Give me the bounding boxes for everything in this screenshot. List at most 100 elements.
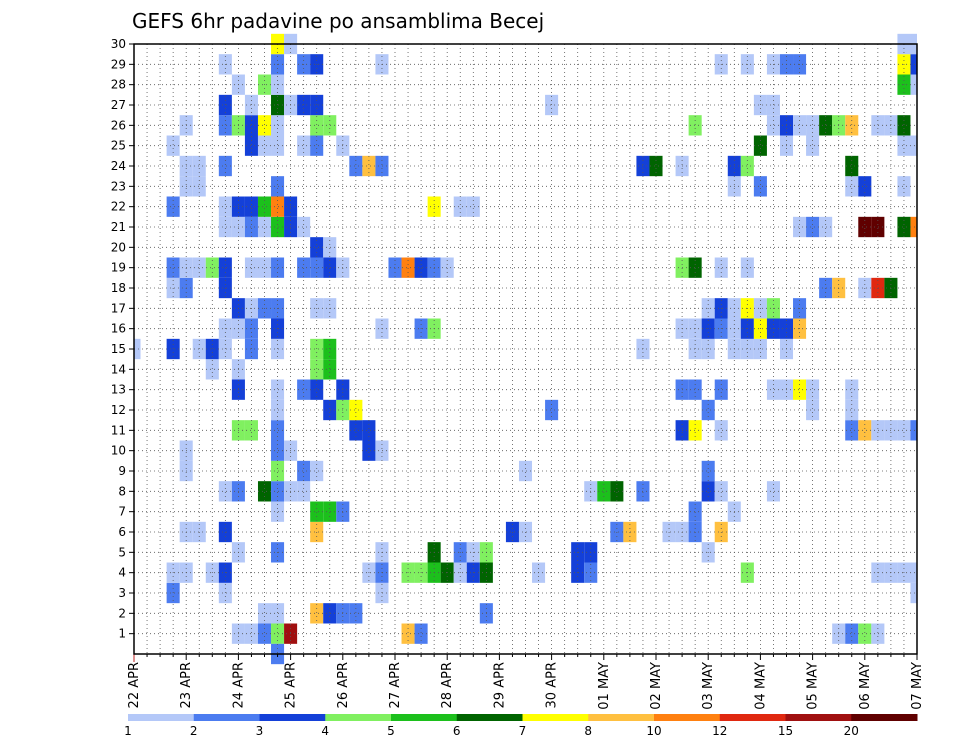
colorbar-label: 20 xyxy=(844,724,859,738)
heat-cell xyxy=(134,338,141,360)
y-tick-label: 30 xyxy=(111,37,126,51)
heat-cell xyxy=(257,196,272,217)
heat-cell xyxy=(714,481,728,502)
heat-cell xyxy=(688,257,702,278)
heat-cell xyxy=(845,623,859,644)
heat-cell xyxy=(244,196,258,217)
heat-cell xyxy=(297,135,311,156)
colorbar-label: 1 xyxy=(124,724,132,738)
heat-cell xyxy=(845,155,859,177)
colorbar-label: 15 xyxy=(778,724,793,738)
heat-cell xyxy=(910,582,917,604)
heat-cell xyxy=(349,155,363,177)
heat-cell xyxy=(910,135,917,156)
y-tick-label: 12 xyxy=(111,403,126,417)
heat-cell xyxy=(845,115,859,136)
heat-cell xyxy=(858,216,872,238)
y-tick-label: 17 xyxy=(111,301,126,315)
colorbar-label: 2 xyxy=(190,724,198,738)
heat-cell xyxy=(166,257,180,278)
heat-cell xyxy=(806,115,820,136)
colorbar-swatch xyxy=(851,714,918,721)
colorbar-swatch xyxy=(193,714,260,721)
heat-cell xyxy=(871,115,885,136)
heat-cell xyxy=(297,379,311,400)
x-tick-label: 26 APR xyxy=(336,662,351,708)
heat-cell xyxy=(806,399,820,421)
y-tick-label: 29 xyxy=(111,57,126,71)
heat-cell xyxy=(244,623,258,644)
y-tick-label: 2 xyxy=(118,606,126,620)
heat-cell xyxy=(257,216,272,238)
heat-cell xyxy=(845,399,859,421)
heat-cell xyxy=(323,603,337,624)
heat-cell xyxy=(610,481,624,502)
heat-cell xyxy=(323,237,337,258)
heat-cell xyxy=(244,115,258,136)
colorbar-swatch xyxy=(522,714,589,721)
heat-cell xyxy=(271,196,285,217)
heat-cell xyxy=(218,257,232,278)
y-tick-label: 8 xyxy=(118,484,126,498)
heat-cell xyxy=(310,115,324,136)
heat-cell xyxy=(701,460,715,482)
x-axis: 22 APR 23 APR 24 APR 25 APR 26 APR 27 APR 28 A… xyxy=(127,654,925,710)
colorbar-swatch xyxy=(785,714,852,721)
heat-cell xyxy=(701,399,715,421)
x-tick-label: 05 MAY xyxy=(806,662,821,710)
y-tick-label: 1 xyxy=(118,627,126,641)
heat-cell xyxy=(271,501,285,522)
heat-cell xyxy=(257,603,272,624)
heat-cell xyxy=(349,603,363,624)
colorbar-label: 4 xyxy=(321,724,329,738)
y-tick-label: 22 xyxy=(111,200,126,214)
heat-cell xyxy=(375,440,389,461)
heat-cell xyxy=(271,440,285,461)
plot-frame xyxy=(133,43,918,655)
grid-layer xyxy=(134,44,917,654)
heat-cell xyxy=(819,216,833,238)
y-tick-label: 3 xyxy=(118,586,126,600)
heat-cell xyxy=(218,115,232,136)
heat-cell xyxy=(806,216,820,238)
heat-cell xyxy=(910,74,917,95)
heat-cell xyxy=(688,501,702,522)
colorbar-label: 3 xyxy=(256,724,264,738)
colorbar: 1 2 3 4 5 6 7 8 10 12 15 20 xyxy=(124,714,918,738)
heat-cell xyxy=(271,623,285,644)
heat-cell xyxy=(910,420,917,441)
y-tick-label: 26 xyxy=(111,118,126,132)
heat-cell xyxy=(649,155,663,177)
heat-cell xyxy=(688,115,702,136)
heat-cell xyxy=(297,257,311,278)
heat-cell xyxy=(897,135,911,156)
heat-cell xyxy=(793,379,807,400)
heat-cell xyxy=(218,196,232,217)
heat-cell xyxy=(257,481,272,502)
heat-cell xyxy=(753,135,767,156)
heat-cell xyxy=(845,176,859,197)
y-tick-label: 18 xyxy=(111,281,126,295)
heat-cell xyxy=(310,501,324,522)
heat-cell xyxy=(257,623,272,644)
heat-cell xyxy=(297,460,311,482)
heat-cell xyxy=(271,176,285,197)
heat-cell xyxy=(897,216,911,238)
colorbar-label: 7 xyxy=(519,724,527,738)
x-tick-label: 02 MAY xyxy=(649,662,664,710)
y-tick-label: 23 xyxy=(111,179,126,193)
heat-cell xyxy=(271,379,285,400)
heat-cell xyxy=(466,196,480,217)
heat-cell xyxy=(806,379,820,400)
heat-cell xyxy=(414,257,428,278)
y-tick-label: 7 xyxy=(118,505,126,519)
heat-cell xyxy=(244,420,258,441)
heat-cell xyxy=(518,460,533,482)
heat-cell xyxy=(871,420,885,441)
y-axis: 1234567891011121314151617181920212223242… xyxy=(111,37,134,641)
heat-cell xyxy=(858,623,872,644)
colorbar-label: 12 xyxy=(712,724,727,738)
heat-cell xyxy=(740,257,754,278)
